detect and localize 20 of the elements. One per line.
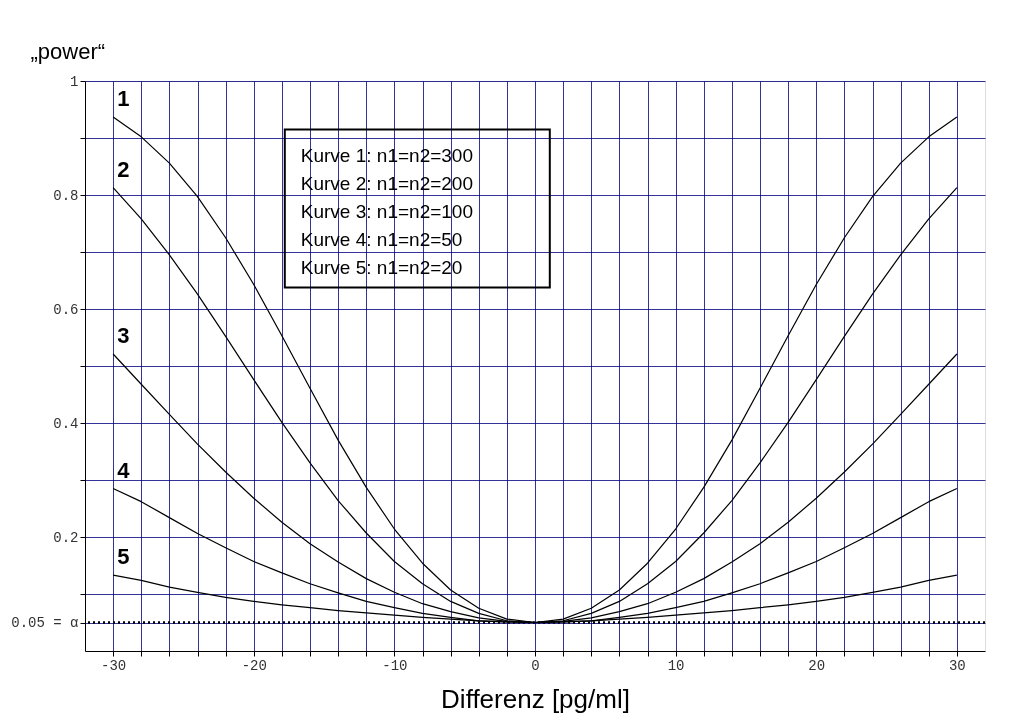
series-label: 1 [117, 85, 130, 111]
y-tick-label: 0.6 [53, 301, 79, 318]
x-tick-label: 20 [808, 657, 826, 674]
x-tick-label: 10 [667, 657, 685, 674]
series-label: 2 [117, 156, 130, 182]
x-tick-label: 0 [531, 657, 540, 674]
series-label: 4 [117, 457, 131, 483]
y-axis-title: „power“ [30, 38, 106, 64]
series-label: 5 [117, 544, 130, 570]
y-tick-label: 0.4 [53, 415, 79, 432]
x-tick-label: -30 [101, 657, 127, 674]
y-tick-label: 0.2 [53, 529, 79, 546]
x-tick-label: 30 [948, 657, 966, 674]
x-axis-title: Differenz [pg/ml] [441, 683, 630, 714]
y-tick-label: 1 [70, 73, 79, 90]
y-tick-label: 0.8 [53, 187, 79, 204]
series-label: 3 [117, 323, 130, 349]
y-tick-label: 0.05 = α [11, 615, 79, 631]
x-tick-label: -20 [241, 657, 267, 674]
x-tick-label: -10 [382, 657, 408, 674]
